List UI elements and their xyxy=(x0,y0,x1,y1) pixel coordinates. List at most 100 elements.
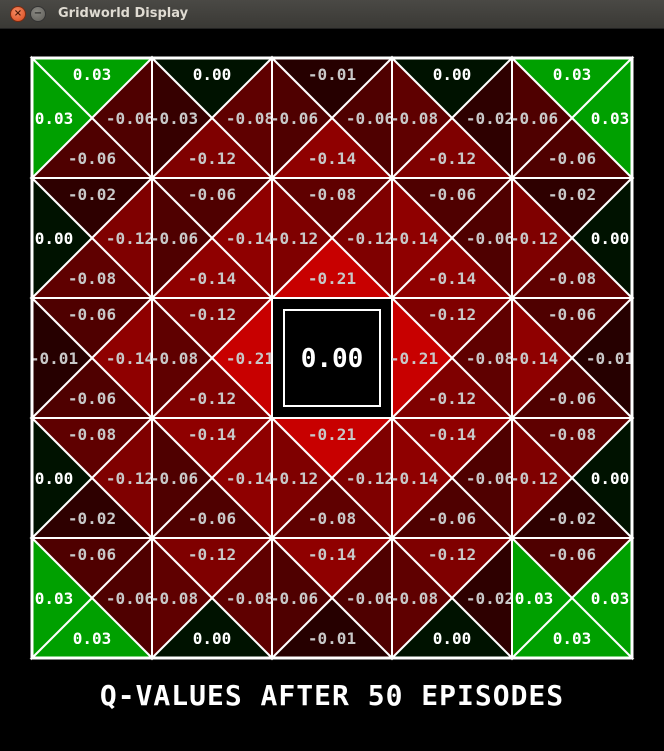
q-value-bottom: -0.06 xyxy=(548,149,596,168)
q-value-top: -0.06 xyxy=(68,545,116,564)
q-value-right: -0.06 xyxy=(106,589,154,608)
q-value-right: -0.12 xyxy=(106,229,154,248)
q-value-right: 0.00 xyxy=(591,469,630,488)
close-button[interactable]: × xyxy=(10,6,26,22)
q-triangle-left xyxy=(271,55,334,181)
q-triangle-left xyxy=(391,295,454,421)
q-value-right: -0.08 xyxy=(226,109,274,128)
q-value-bottom: -0.14 xyxy=(188,269,236,288)
window-title: Gridworld Display xyxy=(58,6,189,21)
q-value-left: -0.12 xyxy=(510,229,558,248)
q-value-right: 0.03 xyxy=(591,109,630,128)
q-triangle-left xyxy=(511,175,574,301)
q-value-left: -0.08 xyxy=(150,349,198,368)
episode-caption: Q-VALUES AFTER 50 EPISODES xyxy=(99,679,565,712)
q-value-right: -0.08 xyxy=(226,589,274,608)
q-value-top: 0.03 xyxy=(73,65,112,84)
q-value-left: 0.03 xyxy=(515,589,554,608)
q-value-left: -0.06 xyxy=(510,109,558,128)
q-triangle-left xyxy=(271,535,334,661)
q-value-right: -0.06 xyxy=(106,109,154,128)
q-value-bottom: -0.12 xyxy=(188,389,236,408)
q-value-top: -0.08 xyxy=(548,425,596,444)
q-value-right: -0.08 xyxy=(466,349,514,368)
q-value-left: 0.03 xyxy=(35,109,74,128)
q-value-left: 0.00 xyxy=(35,229,74,248)
q-value-right: -0.12 xyxy=(106,469,154,488)
q-value-right: -0.12 xyxy=(346,469,394,488)
q-value-left: -0.12 xyxy=(270,229,318,248)
q-value-left: -0.21 xyxy=(390,349,438,368)
q-value-top: -0.08 xyxy=(68,425,116,444)
q-value-bottom: -0.08 xyxy=(308,509,356,528)
q-value-bottom: -0.08 xyxy=(68,269,116,288)
q-value-bottom: -0.06 xyxy=(68,389,116,408)
q-triangle-left xyxy=(511,535,574,661)
q-value-left: -0.14 xyxy=(390,229,438,248)
q-value-top: -0.06 xyxy=(188,185,236,204)
q-triangle-left xyxy=(271,415,334,541)
q-value-top: -0.21 xyxy=(308,425,356,444)
q-value-top: 0.00 xyxy=(193,65,232,84)
q-value-right: -0.02 xyxy=(466,109,514,128)
q-value-top: -0.06 xyxy=(548,305,596,324)
q-value-top: -0.08 xyxy=(308,185,356,204)
q-value-bottom: -0.06 xyxy=(68,149,116,168)
q-value-bottom: -0.02 xyxy=(548,509,596,528)
title-bar[interactable]: × − Gridworld Display xyxy=(0,0,664,29)
q-value-right: -0.14 xyxy=(106,349,154,368)
q-triangle-left xyxy=(391,415,454,541)
q-triangle-left xyxy=(151,535,214,661)
q-triangle-left xyxy=(151,295,214,421)
wall-value: 0.00 xyxy=(301,344,364,374)
q-value-left: -0.01 xyxy=(30,349,78,368)
q-value-left: -0.08 xyxy=(390,589,438,608)
q-value-top: -0.14 xyxy=(188,425,236,444)
q-value-bottom: 0.03 xyxy=(73,629,112,648)
q-value-right: 0.03 xyxy=(591,589,630,608)
q-value-bottom: -0.12 xyxy=(428,149,476,168)
q-value-right: -0.14 xyxy=(226,469,274,488)
q-value-right: -0.06 xyxy=(466,469,514,488)
q-triangle-left xyxy=(271,175,334,301)
q-value-left: -0.03 xyxy=(150,109,198,128)
q-value-left: -0.14 xyxy=(390,469,438,488)
q-value-top: -0.02 xyxy=(548,185,596,204)
q-value-left: -0.08 xyxy=(390,109,438,128)
q-value-right: -0.06 xyxy=(346,589,394,608)
q-value-left: -0.14 xyxy=(510,349,558,368)
q-value-top: -0.06 xyxy=(68,305,116,324)
q-value-top: 0.03 xyxy=(553,65,592,84)
q-value-grid: 0.03-0.060.03 -0.060.00-0.12-0.03 -0.08-0.… xyxy=(29,55,635,661)
q-value-bottom: 0.03 xyxy=(553,629,592,648)
q-value-right: -0.21 xyxy=(226,349,274,368)
minimize-button[interactable]: − xyxy=(30,6,46,22)
q-value-right: -0.01 xyxy=(586,349,634,368)
q-value-right: -0.14 xyxy=(226,229,274,248)
q-triangle-left xyxy=(391,175,454,301)
q-value-bottom: -0.12 xyxy=(428,389,476,408)
q-value-left: -0.06 xyxy=(270,589,318,608)
q-value-top: -0.12 xyxy=(428,305,476,324)
q-value-bottom: -0.01 xyxy=(308,629,356,648)
q-value-bottom: -0.21 xyxy=(308,269,356,288)
q-triangle-left xyxy=(151,415,214,541)
q-value-top: -0.12 xyxy=(188,305,236,324)
q-value-right: -0.06 xyxy=(466,229,514,248)
q-value-top: -0.06 xyxy=(548,545,596,564)
q-value-right: 0.00 xyxy=(591,229,630,248)
q-value-bottom: 0.00 xyxy=(193,629,232,648)
q-value-bottom: -0.06 xyxy=(188,509,236,528)
q-value-left: -0.12 xyxy=(270,469,318,488)
q-triangle-left xyxy=(511,415,574,541)
q-value-bottom: -0.06 xyxy=(548,389,596,408)
q-value-left: -0.06 xyxy=(150,469,198,488)
q-value-left: 0.00 xyxy=(35,469,74,488)
q-value-left: -0.06 xyxy=(150,229,198,248)
grid-border xyxy=(30,56,634,660)
q-value-top: -0.01 xyxy=(308,65,356,84)
q-value-right: -0.12 xyxy=(346,229,394,248)
q-value-bottom: -0.02 xyxy=(68,509,116,528)
q-value-bottom: -0.12 xyxy=(188,149,236,168)
